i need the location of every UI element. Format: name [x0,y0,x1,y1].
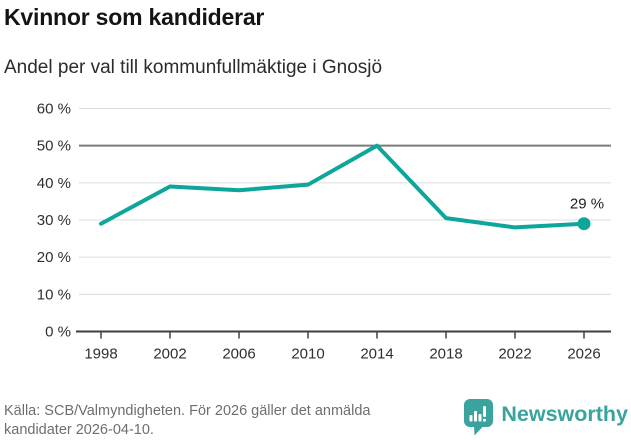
x-tick-label: 2022 [498,346,531,363]
line-chart: 0 % 10 % 20 % 30 % 40 % 50 % 60 % 1998 2002 2006 2… [37,100,611,363]
brand-name: Newsworthy [501,402,628,426]
chart-title: Kvinnor som kandiderar [4,4,265,30]
x-tick-label: 2002 [153,346,186,363]
end-point-label: 29 % [570,196,604,213]
x-tick-label: 2014 [360,346,393,363]
chart-subtitle: Andel per val till kommunfullmäktige i G… [4,57,383,78]
y-tick-label: 10 % [37,286,71,303]
x-tick-label: 2006 [222,346,255,363]
source-note: Källa: SCB/Valmyndigheten. För 2026 gäll… [4,403,371,438]
end-point-dot [577,217,591,231]
y-tick-label: 20 % [37,249,71,266]
bar-chart-glyph [469,406,487,422]
y-tick-label: 0 % [45,324,71,341]
x-tick-label: 2018 [429,346,462,363]
newsworthy-logo[interactable]: Newsworthy [464,399,628,436]
y-tick-label: 40 % [37,175,71,192]
x-tick-label: 2026 [567,346,600,363]
series-line [99,143,586,230]
y-tick-label: 30 % [37,212,71,229]
newsworthy-bubble-icon [464,399,494,436]
x-tick-label: 2010 [291,346,324,363]
y-tick-label: 60 % [37,100,71,117]
x-tick-label: 1998 [84,346,117,363]
y-tick-label: 50 % [37,138,71,155]
